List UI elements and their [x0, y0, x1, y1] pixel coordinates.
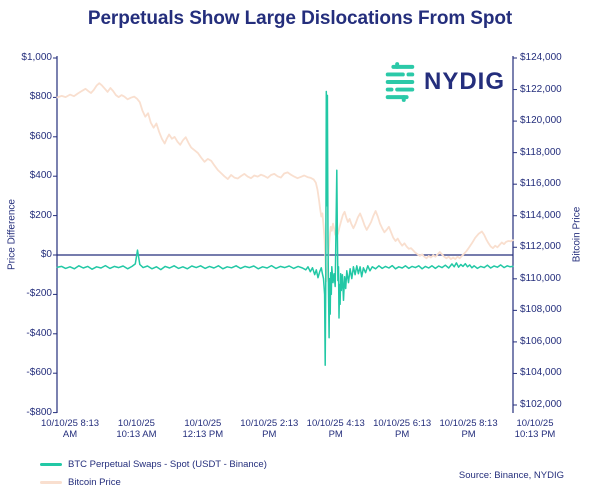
source-text: Source: Binance, NYDIG [458, 470, 564, 481]
series-line-bitcoin-price [56, 82, 514, 283]
legend-swatch-peach [40, 480, 62, 484]
legend-label-perp-spot: BTC Perpetual Swaps - Spot (USDT - Binan… [68, 458, 267, 470]
legend-label-bitcoin-price: Bitcoin Price [68, 476, 121, 488]
nydig-wordmark: NYDIG [424, 68, 506, 95]
page-title: Perpetuals Show Large Dislocations From … [87, 8, 513, 29]
nydig-logo: NYDIG [383, 62, 505, 102]
legend-item-bitcoin-price: Bitcoin Price [40, 473, 267, 491]
legend-item-perp-spot: BTC Perpetual Swaps - Spot (USDT - Binan… [40, 455, 267, 473]
nydig-logo-icon [385, 62, 415, 102]
legend-swatch-teal [40, 462, 62, 466]
legend: BTC Perpetual Swaps - Spot (USDT - Binan… [40, 455, 267, 491]
series-line-perp-spot-diff [56, 90, 514, 367]
